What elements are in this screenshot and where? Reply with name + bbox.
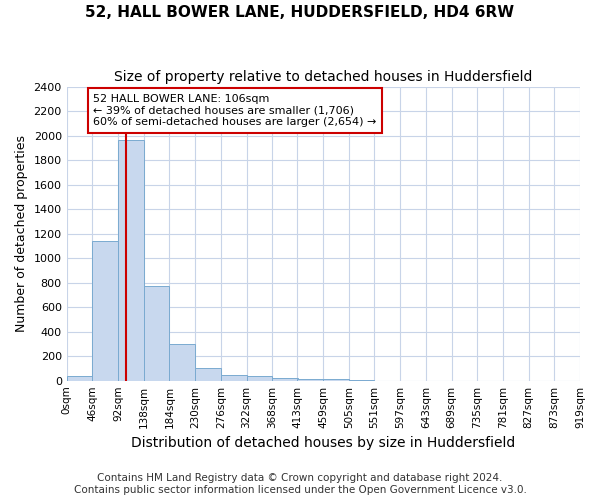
Bar bbox=[67, 376, 92, 380]
Bar bbox=[144, 286, 169, 380]
Y-axis label: Number of detached properties: Number of detached properties bbox=[15, 135, 28, 332]
Bar bbox=[118, 140, 144, 380]
X-axis label: Distribution of detached houses by size in Huddersfield: Distribution of detached houses by size … bbox=[131, 436, 515, 450]
Bar bbox=[92, 241, 118, 380]
Bar bbox=[298, 379, 323, 380]
Bar bbox=[221, 374, 247, 380]
Text: 52, HALL BOWER LANE, HUDDERSFIELD, HD4 6RW: 52, HALL BOWER LANE, HUDDERSFIELD, HD4 6… bbox=[85, 5, 515, 20]
Text: Contains HM Land Registry data © Crown copyright and database right 2024.
Contai: Contains HM Land Registry data © Crown c… bbox=[74, 474, 526, 495]
Bar bbox=[195, 368, 221, 380]
Text: 52 HALL BOWER LANE: 106sqm
← 39% of detached houses are smaller (1,706)
60% of s: 52 HALL BOWER LANE: 106sqm ← 39% of deta… bbox=[94, 94, 377, 127]
Bar bbox=[169, 344, 195, 381]
Bar bbox=[272, 378, 298, 380]
Title: Size of property relative to detached houses in Huddersfield: Size of property relative to detached ho… bbox=[114, 70, 533, 84]
Bar bbox=[247, 376, 272, 380]
